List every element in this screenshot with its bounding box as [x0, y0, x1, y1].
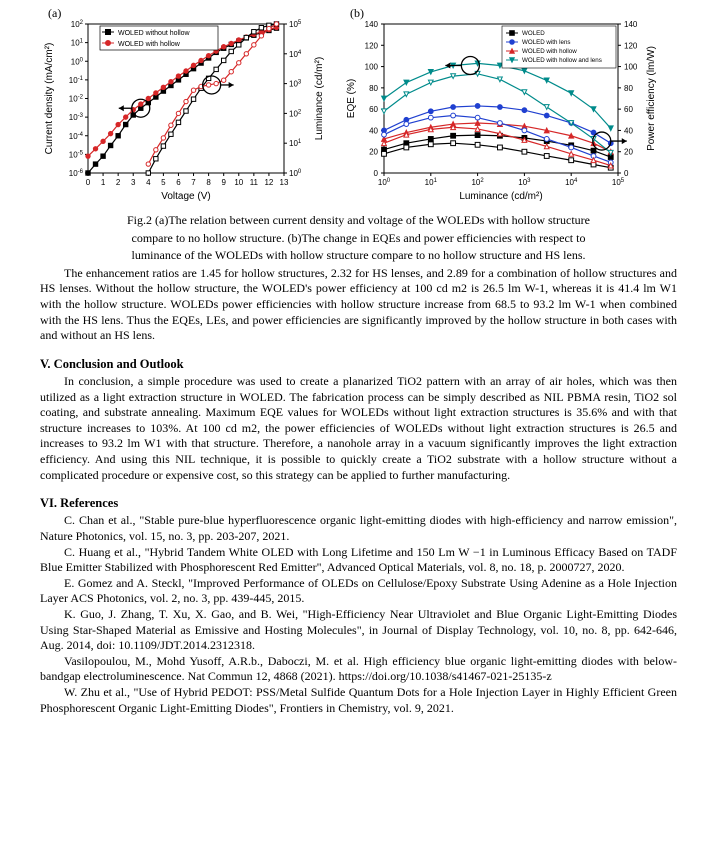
svg-text:WOLED with hollow and lens: WOLED with hollow and lens	[522, 57, 602, 64]
svg-text:140: 140	[624, 20, 638, 29]
svg-text:Current density (mA/cm²): Current density (mA/cm²)	[44, 43, 55, 155]
enhancement-paragraph: The enhancement ratios are 1.45 for holl…	[40, 266, 677, 344]
svg-text:102: 102	[71, 20, 84, 29]
svg-text:Luminance (cd/m²): Luminance (cd/m²)	[314, 57, 325, 140]
svg-text:80: 80	[624, 84, 633, 93]
svg-text:1: 1	[101, 178, 106, 187]
svg-text:104: 104	[289, 50, 302, 59]
figure-a-chart: 012345678910111213Voltage (V)10-610-510-…	[40, 8, 330, 203]
svg-text:WOLED with hollow: WOLED with hollow	[522, 48, 577, 55]
svg-text:EQE (%): EQE (%)	[346, 79, 357, 118]
svg-text:10-2: 10-2	[69, 95, 84, 104]
svg-text:12: 12	[264, 178, 273, 187]
svg-text:9: 9	[221, 178, 226, 187]
figure-caption-line1: Fig.2 (a)The relation between current de…	[40, 213, 677, 229]
svg-text:2: 2	[116, 178, 121, 187]
svg-text:4: 4	[146, 178, 151, 187]
section-references-title: VI. References	[40, 495, 677, 511]
svg-text:20: 20	[624, 148, 633, 157]
svg-text:13: 13	[280, 178, 289, 187]
conclusion-paragraph: In conclusion, a simple procedure was us…	[40, 374, 677, 483]
svg-text:120: 120	[624, 41, 638, 50]
svg-text:10: 10	[234, 178, 243, 187]
figure-caption-line2: compare to no hollow structure. (b)The c…	[40, 231, 677, 247]
svg-text:10-3: 10-3	[69, 113, 84, 122]
svg-text:WOLED: WOLED	[522, 30, 545, 37]
svg-text:104: 104	[565, 178, 578, 187]
reference-item: K. Guo, J. Zhang, T. Xu, X. Gao, and B. …	[40, 607, 677, 654]
svg-text:5: 5	[161, 178, 166, 187]
svg-text:10-6: 10-6	[69, 169, 84, 178]
svg-text:103: 103	[289, 80, 302, 89]
svg-text:0: 0	[374, 169, 379, 178]
svg-text:Luminance (cd/m²): Luminance (cd/m²)	[459, 191, 542, 202]
figure-caption-line3: luminance of the WOLEDs with hollow stru…	[40, 248, 677, 264]
figure-a-label: (a)	[48, 6, 61, 22]
svg-text:20: 20	[369, 148, 378, 157]
svg-text:Power efficiency (lm/W): Power efficiency (lm/W)	[646, 46, 657, 151]
svg-text:101: 101	[71, 39, 84, 48]
svg-text:102: 102	[471, 178, 484, 187]
svg-text:105: 105	[612, 178, 625, 187]
svg-text:60: 60	[369, 105, 378, 114]
svg-text:102: 102	[289, 109, 302, 118]
svg-text:10-4: 10-4	[69, 132, 84, 141]
svg-text:40: 40	[624, 126, 633, 135]
svg-text:60: 60	[624, 105, 633, 114]
figure-a: (a) 012345678910111213Voltage (V)10-610-…	[40, 8, 330, 203]
section-conclusion-title: V. Conclusion and Outlook	[40, 356, 677, 372]
svg-text:140: 140	[365, 20, 379, 29]
reference-item: W. Zhu et al., "Use of Hybrid PEDOT: PSS…	[40, 685, 677, 716]
svg-text:100: 100	[378, 178, 391, 187]
svg-text:100: 100	[365, 63, 379, 72]
reference-item: E. Gomez and A. Steckl, "Improved Perfor…	[40, 576, 677, 607]
svg-text:WOLED without hollow: WOLED without hollow	[118, 30, 191, 37]
svg-text:100: 100	[71, 57, 84, 66]
figure-b-label: (b)	[350, 6, 364, 22]
figure-b-chart: 100 101 102 103 104 105 Luminance (cd/m²) 0 0 20 2…	[342, 8, 662, 203]
svg-text:120: 120	[365, 41, 379, 50]
svg-text:WOLED with lens: WOLED with lens	[522, 39, 570, 46]
figure-b: (b) 100 101 102 103 104 105 Luminance (cd/m²) 0…	[342, 8, 662, 203]
svg-text:100: 100	[624, 63, 638, 72]
svg-text:WOLED with hollow: WOLED with hollow	[118, 41, 181, 48]
figure-row: (a) 012345678910111213Voltage (V)10-610-…	[40, 8, 677, 203]
svg-text:101: 101	[289, 139, 302, 148]
svg-text:3: 3	[131, 178, 136, 187]
svg-text:0: 0	[624, 169, 629, 178]
svg-text:10-5: 10-5	[69, 150, 84, 159]
svg-text:40: 40	[369, 126, 378, 135]
svg-text:101: 101	[425, 178, 438, 187]
svg-text:80: 80	[369, 84, 378, 93]
svg-text:100: 100	[289, 169, 302, 178]
svg-text:11: 11	[250, 178, 259, 187]
svg-text:105: 105	[289, 20, 302, 29]
references-list: C. Chan et al., "Stable pure-blue hyperf…	[40, 513, 677, 716]
svg-text:6: 6	[176, 178, 181, 187]
reference-item: C. Chan et al., "Stable pure-blue hyperf…	[40, 513, 677, 544]
svg-text:Voltage (V): Voltage (V)	[161, 191, 210, 202]
svg-text:7: 7	[191, 178, 196, 187]
svg-text:0: 0	[86, 178, 91, 187]
svg-text:103: 103	[518, 178, 531, 187]
reference-item: C. Huang et al., "Hybrid Tandem White OL…	[40, 545, 677, 576]
reference-item: Vasilopoulou, M., Mohd Yusoff, A.R.b., D…	[40, 654, 677, 685]
svg-text:8: 8	[206, 178, 211, 187]
svg-text:10-1: 10-1	[69, 76, 84, 85]
